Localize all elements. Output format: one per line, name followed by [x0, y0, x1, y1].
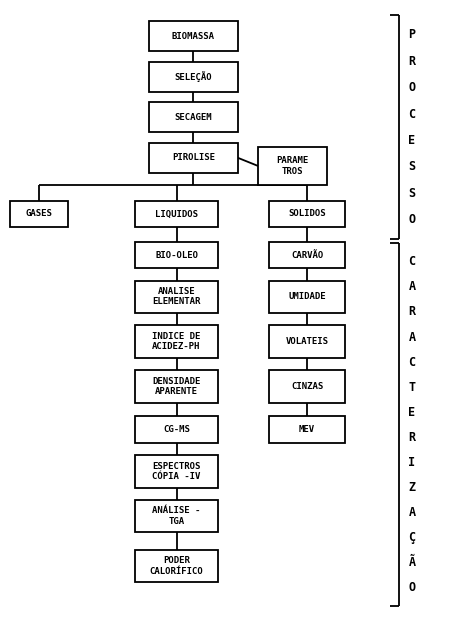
- Text: CG-MS: CG-MS: [163, 425, 190, 434]
- Text: ESPECTROS
CÓPIA -IV: ESPECTROS CÓPIA -IV: [152, 461, 201, 481]
- Text: P: P: [408, 28, 415, 41]
- Text: CARVÃO: CARVÃO: [291, 250, 323, 260]
- FancyBboxPatch shape: [135, 500, 218, 532]
- FancyBboxPatch shape: [135, 455, 218, 488]
- Text: PARAME
TROS: PARAME TROS: [277, 156, 308, 176]
- Text: A: A: [408, 331, 415, 344]
- FancyBboxPatch shape: [135, 416, 218, 443]
- Text: Z: Z: [408, 481, 415, 493]
- Text: O: O: [408, 581, 415, 593]
- Text: A: A: [408, 280, 415, 294]
- Text: SELEÇÃO: SELEÇÃO: [175, 71, 212, 82]
- FancyBboxPatch shape: [269, 280, 345, 313]
- FancyBboxPatch shape: [269, 416, 345, 443]
- FancyBboxPatch shape: [258, 147, 327, 185]
- Text: UMIDADE: UMIDADE: [288, 292, 326, 301]
- Text: I: I: [408, 456, 415, 469]
- Text: C: C: [408, 255, 415, 269]
- FancyBboxPatch shape: [149, 143, 238, 173]
- Text: C: C: [408, 356, 415, 369]
- Text: LIQUIDOS: LIQUIDOS: [155, 210, 198, 218]
- FancyBboxPatch shape: [10, 201, 68, 227]
- Text: PIROLISE: PIROLISE: [172, 153, 215, 162]
- Text: Ç: Ç: [408, 531, 415, 543]
- FancyBboxPatch shape: [269, 326, 345, 358]
- Text: INDICE DE
ACIDEZ-PH: INDICE DE ACIDEZ-PH: [152, 332, 201, 351]
- FancyBboxPatch shape: [135, 201, 218, 227]
- Text: BIO-OLEO: BIO-OLEO: [155, 250, 198, 260]
- FancyBboxPatch shape: [149, 102, 238, 132]
- Text: BIOMASSA: BIOMASSA: [172, 32, 215, 41]
- FancyBboxPatch shape: [149, 21, 238, 51]
- Text: S: S: [408, 187, 415, 200]
- Text: DENSIDADE
APARENTE: DENSIDADE APARENTE: [152, 377, 201, 396]
- Text: S: S: [408, 160, 415, 173]
- Text: GASES: GASES: [26, 210, 53, 218]
- FancyBboxPatch shape: [269, 371, 345, 403]
- FancyBboxPatch shape: [149, 62, 238, 92]
- Text: R: R: [408, 305, 415, 319]
- FancyBboxPatch shape: [135, 280, 218, 313]
- Text: VOLATEIS: VOLATEIS: [286, 337, 329, 346]
- Text: C: C: [408, 108, 415, 121]
- FancyBboxPatch shape: [135, 242, 218, 268]
- Text: T: T: [408, 381, 415, 394]
- FancyBboxPatch shape: [135, 371, 218, 403]
- Text: SECAGEM: SECAGEM: [175, 113, 212, 122]
- Text: R: R: [408, 55, 415, 68]
- Text: O: O: [408, 81, 415, 94]
- Text: R: R: [408, 431, 415, 444]
- Text: Ã: Ã: [408, 556, 415, 568]
- FancyBboxPatch shape: [135, 550, 218, 582]
- Text: A: A: [408, 506, 415, 518]
- Text: E: E: [408, 406, 415, 419]
- Text: ANÁLISE -
TGA: ANÁLISE - TGA: [152, 506, 201, 526]
- FancyBboxPatch shape: [269, 242, 345, 268]
- Text: O: O: [408, 213, 415, 226]
- Text: PODER
CALORÍFICO: PODER CALORÍFICO: [150, 557, 203, 576]
- FancyBboxPatch shape: [269, 201, 345, 227]
- Text: SOLIDOS: SOLIDOS: [288, 210, 326, 218]
- Text: CINZAS: CINZAS: [291, 382, 323, 391]
- Text: MEV: MEV: [299, 425, 315, 434]
- Text: ANALISE
ELEMENTAR: ANALISE ELEMENTAR: [152, 287, 201, 307]
- Text: E: E: [408, 134, 415, 147]
- FancyBboxPatch shape: [135, 326, 218, 358]
